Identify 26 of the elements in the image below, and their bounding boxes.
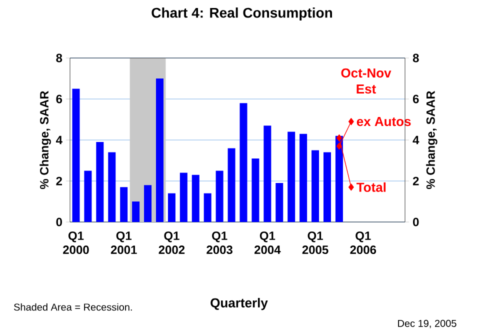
y2-tick-label: 8 — [412, 54, 419, 62]
x-tick-label: Q1 2002 — [158, 232, 185, 254]
y2-tick-label: 0 — [413, 218, 419, 226]
x-axis-title: Quarterly — [210, 298, 268, 310]
text: Shaded Area = Recession. — [14, 303, 132, 311]
series-label: Total — [356, 182, 386, 192]
x-tick-label: Q1 2004 — [254, 232, 281, 254]
y2-tick-label: 2 — [412, 176, 419, 186]
x-tick-label: Q1 2001 — [110, 232, 137, 254]
y-axis-title: % Change, SAAR — [40, 90, 51, 190]
y2-axis-title: % Change, SAAR — [426, 90, 438, 190]
annotation: Oct-Nov Est — [341, 68, 392, 94]
y-tick-label: 6 — [56, 94, 62, 104]
y2-tick-label: 6 — [412, 94, 419, 104]
x-tick-label: Q1 2006 — [350, 232, 376, 254]
y-tick-label: 8 — [56, 54, 62, 62]
x-tick-label: Q1 2003 — [206, 232, 232, 254]
chart-title: Chart 4: Real Consumption — [152, 7, 332, 21]
text: Dec 19, 2005 — [398, 320, 456, 328]
y-tick-label: 4 — [56, 136, 62, 144]
y-tick-label: 0 — [56, 218, 62, 226]
x-tick-label: Q1 2000 — [63, 232, 89, 254]
series-label: ex Autos — [356, 117, 411, 126]
x-tick-label: Q1 2005 — [302, 232, 328, 254]
y2-tick-label: 4 — [412, 136, 420, 144]
y-tick-label: 2 — [56, 176, 62, 186]
